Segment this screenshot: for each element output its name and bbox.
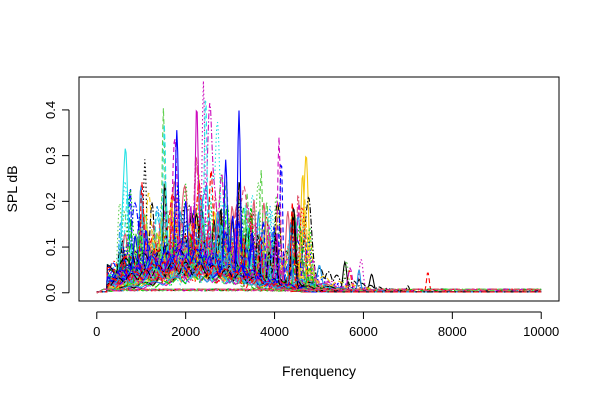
x-tick-label: 4000 (260, 324, 289, 339)
series-line (96, 196, 542, 293)
series-line (96, 288, 542, 294)
series-line (96, 204, 542, 293)
y-axis: 0.0 0.1 0.2 0.3 0.4 (43, 101, 70, 302)
x-tick-label: 8000 (438, 324, 467, 339)
x-tick-label: 0 (93, 324, 100, 339)
x-tick-label: 6000 (349, 324, 378, 339)
y-tick-label: 0.4 (43, 101, 58, 119)
y-axis-title: SPL dB (4, 166, 20, 213)
y-tick-label: 0.2 (43, 192, 58, 210)
series-line (96, 288, 542, 294)
x-tick-label: 2000 (171, 324, 200, 339)
x-axis: 0 2000 4000 6000 8000 10000 (93, 311, 559, 339)
x-tick-label: 10000 (523, 324, 559, 339)
series-line (96, 221, 542, 293)
y-tick-label: 0.1 (43, 238, 58, 256)
y-tick-label: 0.3 (43, 147, 58, 165)
series-line (96, 192, 542, 293)
series-layer (96, 80, 542, 294)
plot-area-border (78, 76, 560, 302)
series-line (96, 138, 542, 293)
x-axis-title: Frenquency (282, 363, 356, 379)
y-tick-label: 0.0 (43, 284, 58, 302)
series-line (96, 288, 542, 294)
series-line (96, 200, 542, 293)
